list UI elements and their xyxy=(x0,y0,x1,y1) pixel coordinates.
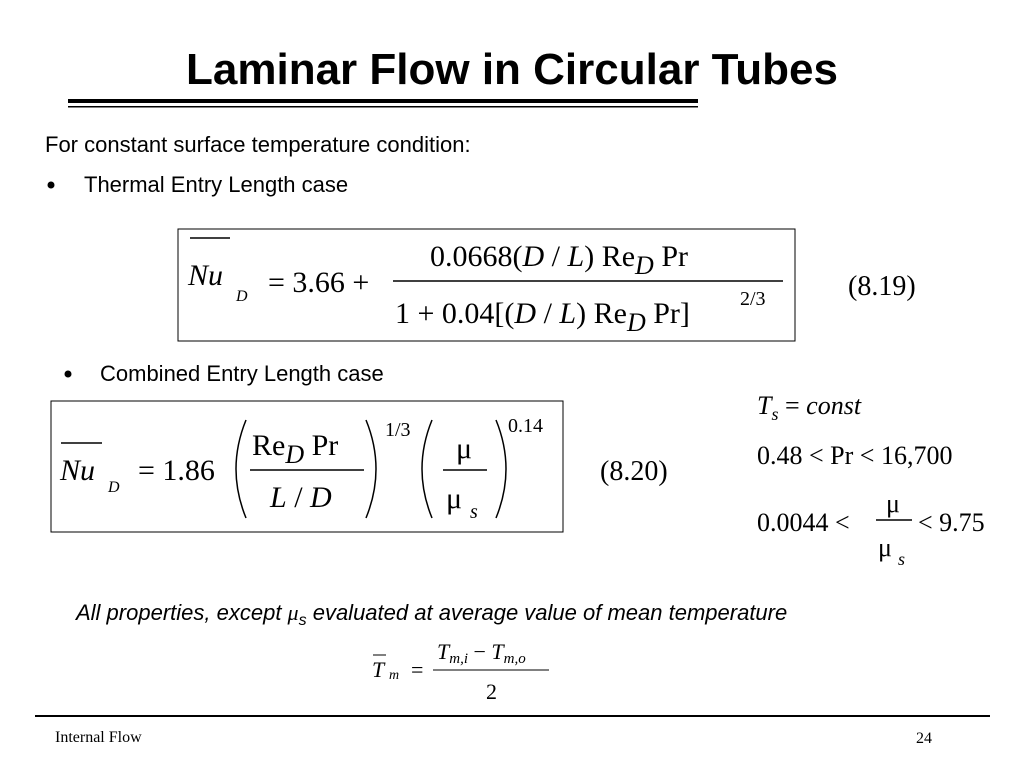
condition: Ts = const xyxy=(757,391,862,424)
equation-subscript: m xyxy=(389,668,399,683)
exponent: 1/3 xyxy=(385,419,411,441)
text-part: D xyxy=(522,240,545,273)
denominator: 1 + 0.04[(D / L) ReD Pr] xyxy=(395,297,690,337)
text-part: T xyxy=(437,639,451,664)
footer-rule xyxy=(35,715,990,717)
text-part: m,i xyxy=(449,651,468,667)
equation-equals: = xyxy=(411,657,423,682)
text-part: − xyxy=(468,639,491,664)
bullet-text: Thermal Entry Length case xyxy=(84,172,348,197)
equation-box xyxy=(50,400,564,533)
text-part: Pr xyxy=(654,240,688,273)
bullet xyxy=(47,181,55,189)
equation-subscript: s xyxy=(898,549,905,569)
condition: μ xyxy=(886,489,900,518)
text-part: evaluated at average value of mean tempe… xyxy=(307,600,788,625)
note: All properties, except μs evaluated at a… xyxy=(74,600,787,629)
text-part: Re xyxy=(252,429,285,462)
text-part: μ xyxy=(287,600,299,625)
title-rule xyxy=(68,106,698,108)
text-part: = xyxy=(778,391,806,420)
equation-subscript: D xyxy=(235,288,248,305)
equation-box xyxy=(177,228,796,342)
equation-number: (8.19) xyxy=(848,271,916,302)
text-part: All properties, except xyxy=(74,600,288,625)
equation-lhs: T xyxy=(372,657,386,682)
denominator: 2 xyxy=(486,679,497,704)
equation-lhs: Nu xyxy=(187,259,223,292)
bullet-text: Combined Entry Length case xyxy=(100,361,384,386)
equation-number: (8.20) xyxy=(600,456,668,487)
text-part: s xyxy=(771,404,778,424)
paren xyxy=(235,419,247,519)
text-part: D xyxy=(626,308,646,337)
equation-lhs: Nu xyxy=(59,454,95,487)
text-part: s xyxy=(299,612,307,629)
equation-equals: = 3.66 + xyxy=(268,266,369,299)
equation-subscript: D xyxy=(107,479,120,496)
condition: μ xyxy=(878,533,892,562)
paren xyxy=(421,419,433,519)
text-part: D xyxy=(309,481,332,514)
text-part: const xyxy=(806,391,862,420)
numerator: 0.0668(D / L) ReD Pr xyxy=(430,240,688,280)
exponent: 2/3 xyxy=(740,288,766,310)
equation-subscript: s xyxy=(470,501,478,523)
paren xyxy=(495,419,507,519)
condition: 0.48 < Pr < 16,700 xyxy=(757,441,952,470)
condition: < 9.75 xyxy=(918,508,985,537)
page-number: 24 xyxy=(916,730,932,747)
numerator: Tm,i − Tm,o xyxy=(437,639,526,667)
text-part: D xyxy=(284,440,304,469)
title: Laminar Flow in Circular Tubes xyxy=(186,45,838,94)
text-part: T xyxy=(491,639,505,664)
intro: For constant surface temperature conditi… xyxy=(45,132,471,157)
text-part: L xyxy=(558,297,576,330)
text-part: 1 + 0.04[( xyxy=(395,297,514,330)
text-part: 0.0668( xyxy=(430,240,523,273)
footer-text: Internal Flow xyxy=(55,729,142,746)
text-part: / xyxy=(287,481,310,514)
equation-equals: = 1.86 xyxy=(138,454,215,487)
denominator: L / D xyxy=(269,481,332,514)
condition: 0.0044 < xyxy=(757,508,850,537)
text-part: Pr xyxy=(304,429,338,462)
text-part: ) Re xyxy=(576,297,627,330)
text-part: D xyxy=(513,297,536,330)
text-part: ) Re xyxy=(584,240,635,273)
text-part: L xyxy=(269,481,287,514)
text-part: L xyxy=(567,240,585,273)
text-part: Pr] xyxy=(646,297,690,330)
text-part: / xyxy=(536,297,559,330)
title-rule xyxy=(68,99,698,103)
ratio-denominator: μ xyxy=(446,482,462,515)
numerator: ReD Pr xyxy=(252,429,338,469)
ratio-numerator: μ xyxy=(456,432,472,465)
bullet xyxy=(64,370,72,378)
text-part: T xyxy=(757,391,773,420)
exponent: 0.14 xyxy=(508,415,543,437)
text-part: D xyxy=(634,251,654,280)
text-part: m,o xyxy=(504,651,527,667)
paren xyxy=(365,419,377,519)
text-part: / xyxy=(544,240,567,273)
